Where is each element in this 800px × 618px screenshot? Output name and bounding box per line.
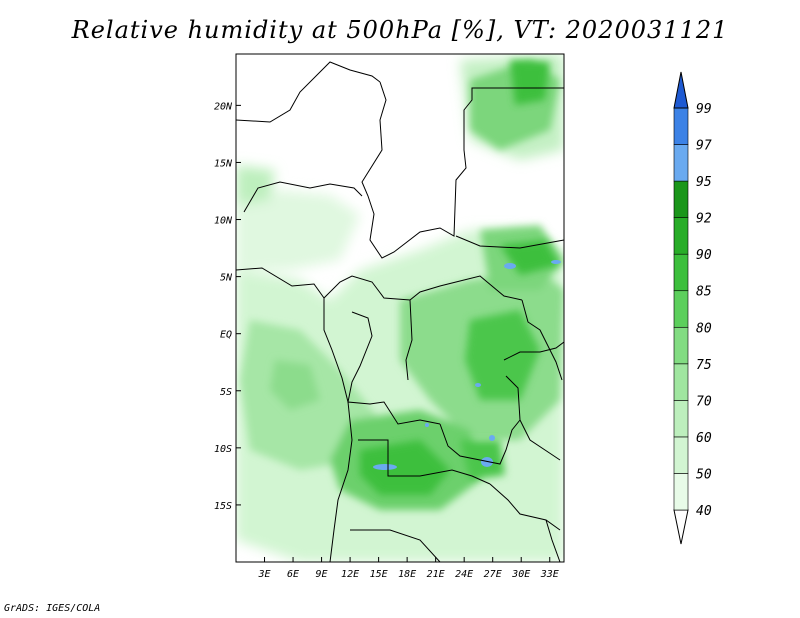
longitude-axis: 3E 6E 9E 12E 15E 18E 21E 24E 27E 30E 33E <box>257 557 559 580</box>
colorbar-level-label: 70 <box>696 394 712 409</box>
colorbar-segment <box>673 400 689 438</box>
lat-tick-label: 5N <box>220 273 233 284</box>
humidity-field <box>236 54 564 562</box>
colorbar-level-label: 97 <box>696 139 712 154</box>
colorbar-level-label: 75 <box>696 358 712 373</box>
colorbar-level-label: 60 <box>696 431 712 446</box>
colorbar-lower-triangle <box>673 509 689 545</box>
lon-tick-label: 6E <box>287 569 299 580</box>
colorbar-segment <box>673 107 689 145</box>
lat-tick-label: 15S <box>214 501 232 512</box>
lon-tick-label: 21E <box>427 569 445 580</box>
software-credit: GrADS: IGES/COLA <box>4 603 101 614</box>
colorbar-segment <box>673 217 689 255</box>
lon-tick-label: 30E <box>511 569 530 580</box>
lon-tick-label: 33E <box>540 569 559 580</box>
map-frame <box>235 53 565 563</box>
lon-tick-label: 18E <box>398 569 416 580</box>
colorbar-level-label: 80 <box>696 321 712 336</box>
latitude-axis: 20N 15N 10N 5N EQ 5S 10S 15S <box>214 101 241 512</box>
colorbar-level-label: 90 <box>696 248 712 263</box>
colorbar-segment <box>673 290 689 328</box>
lat-tick-label: 10N <box>214 216 233 227</box>
colorbar: 40 50 60 70 75 80 85 90 92 95 97 99 <box>673 71 712 545</box>
colorbar-segment <box>673 436 689 474</box>
colorbar-level-label: 99 <box>696 102 712 117</box>
colorbar-segment <box>673 363 689 401</box>
colorbar-segment <box>673 326 689 365</box>
lon-tick-label: 12E <box>341 569 359 580</box>
lon-tick-label: 3E <box>257 569 270 580</box>
colorbar-level-label: 92 <box>696 212 712 227</box>
colorbar-level-label: 40 <box>696 504 712 519</box>
country-borders <box>236 61 564 562</box>
colorbar-segment <box>673 144 689 182</box>
lon-tick-label: 27E <box>484 569 502 580</box>
lon-tick-label: 15E <box>370 569 388 580</box>
lat-tick-label: 15N <box>214 158 233 169</box>
map-title: Relative humidity at 500hPa [%], VT: 202… <box>71 16 729 44</box>
high-humidity-patches <box>373 260 561 470</box>
colorbar-segment <box>673 253 689 292</box>
colorbar-level-label: 85 <box>696 285 712 300</box>
lat-tick-label: EQ <box>220 330 232 341</box>
colorbar-upper-triangle <box>673 71 689 109</box>
colorbar-segment <box>673 473 689 511</box>
lat-tick-label: 20N <box>214 101 233 112</box>
lon-tick-label: 9E <box>316 569 328 580</box>
colorbar-segment <box>673 180 689 218</box>
colorbar-level-label: 95 <box>696 175 712 190</box>
lat-tick-label: 10S <box>214 444 232 455</box>
lat-tick-label: 5S <box>220 387 232 398</box>
colorbar-level-label: 50 <box>696 467 712 482</box>
lon-tick-label: 24E <box>455 569 473 580</box>
